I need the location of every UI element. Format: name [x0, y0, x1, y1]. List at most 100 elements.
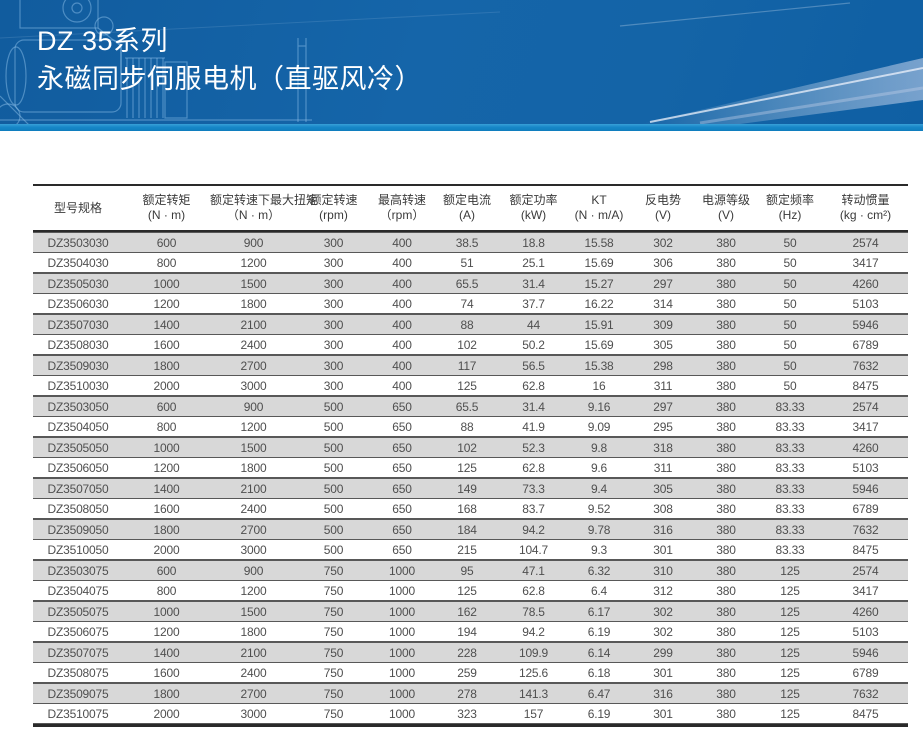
value-cell: 6.4	[567, 581, 631, 601]
value-cell: 4260	[823, 273, 908, 294]
value-cell: 125	[757, 581, 823, 601]
value-cell: 9.78	[567, 519, 631, 540]
value-cell: 2574	[823, 560, 908, 581]
value-cell: 5946	[823, 314, 908, 335]
value-cell: 400	[370, 273, 434, 294]
table-row: DZ3507075 1400 2100 750 1000 228 109.9 6.14 299 3…	[33, 642, 908, 663]
value-cell: 51	[434, 253, 500, 273]
value-cell: 168	[434, 499, 500, 519]
value-cell: 650	[370, 519, 434, 540]
column-header-8: 反电势 (V)	[631, 186, 695, 232]
value-cell: 1400	[123, 478, 210, 499]
value-cell: 380	[695, 396, 757, 417]
value-cell: 300	[297, 232, 370, 253]
spec-table-body: DZ3503030 600 900 300 400 38.5 18.8 15.58 302 380…	[33, 232, 908, 724]
value-cell: 600	[123, 232, 210, 253]
value-cell: 305	[631, 335, 695, 355]
value-cell: 50	[757, 294, 823, 314]
value-cell: 301	[631, 540, 695, 560]
value-cell: 83.7	[500, 499, 567, 519]
column-header-0: 型号规格	[33, 186, 123, 232]
value-cell: 94.2	[500, 519, 567, 540]
value-cell: 1600	[123, 335, 210, 355]
value-cell: 297	[631, 396, 695, 417]
value-cell: 750	[297, 601, 370, 622]
value-cell: 380	[695, 253, 757, 273]
value-cell: 318	[631, 437, 695, 458]
value-cell: 400	[370, 376, 434, 396]
table-row: DZ3506075 1200 1800 750 1000 194 94.2 6.19 302 38…	[33, 622, 908, 642]
table-row: DZ3510075 2000 3000 750 1000 323 157 6.19 301 380…	[33, 704, 908, 724]
value-cell: 2100	[210, 478, 297, 499]
value-cell: 6.17	[567, 601, 631, 622]
value-cell: 18.8	[500, 232, 567, 253]
column-header-9: 电源等级 (V)	[695, 186, 757, 232]
value-cell: 311	[631, 458, 695, 478]
value-cell: 1600	[123, 663, 210, 683]
value-cell: 4260	[823, 437, 908, 458]
value-cell: 297	[631, 273, 695, 294]
value-cell: 750	[297, 581, 370, 601]
value-cell: 109.9	[500, 642, 567, 663]
table-row: DZ3503050 600 900 500 650 65.5 31.4 9.16 297 380 8…	[33, 396, 908, 417]
value-cell: 9.4	[567, 478, 631, 499]
value-cell: 400	[370, 232, 434, 253]
value-cell: 8475	[823, 540, 908, 560]
model-cell: DZ3506030	[33, 294, 123, 314]
value-cell: 2100	[210, 642, 297, 663]
value-cell: 316	[631, 519, 695, 540]
table-row: DZ3509050 1800 2700 500 650 184 94.2 9.78 316 380…	[33, 519, 908, 540]
value-cell: 800	[123, 581, 210, 601]
value-cell: 125.6	[500, 663, 567, 683]
value-cell: 302	[631, 232, 695, 253]
value-cell: 16	[567, 376, 631, 396]
value-cell: 6789	[823, 663, 908, 683]
value-cell: 380	[695, 376, 757, 396]
value-cell: 6789	[823, 335, 908, 355]
value-cell: 1800	[210, 458, 297, 478]
value-cell: 50.2	[500, 335, 567, 355]
value-cell: 50	[757, 232, 823, 253]
value-cell: 380	[695, 314, 757, 335]
value-cell: 184	[434, 519, 500, 540]
value-cell: 500	[297, 519, 370, 540]
model-cell: DZ3508050	[33, 499, 123, 519]
value-cell: 125	[757, 663, 823, 683]
model-cell: DZ3507050	[33, 478, 123, 499]
value-cell: 2700	[210, 683, 297, 704]
value-cell: 380	[695, 601, 757, 622]
value-cell: 157	[500, 704, 567, 724]
model-cell: DZ3506075	[33, 622, 123, 642]
value-cell: 600	[123, 560, 210, 581]
value-cell: 380	[695, 663, 757, 683]
value-cell: 311	[631, 376, 695, 396]
value-cell: 94.2	[500, 622, 567, 642]
column-header-3: 额定转速 (rpm)	[297, 186, 370, 232]
model-cell: DZ3505030	[33, 273, 123, 294]
value-cell: 1000	[123, 601, 210, 622]
value-cell: 302	[631, 601, 695, 622]
value-cell: 50	[757, 376, 823, 396]
table-row: DZ3506050 1200 1800 500 650 125 62.8 9.6 311 380 8…	[33, 458, 908, 478]
value-cell: 380	[695, 704, 757, 724]
value-cell: 104.7	[500, 540, 567, 560]
model-cell: DZ3508030	[33, 335, 123, 355]
page-content: 型号规格 额定转矩 (N · m) 额定转速下最大扭矩 （N · m） 额定转速 (rpm)…	[0, 184, 923, 727]
header-row: 型号规格 额定转矩 (N · m) 额定转速下最大扭矩 （N · m） 额定转速 (rpm)…	[33, 186, 908, 232]
value-cell: 3000	[210, 376, 297, 396]
value-cell: 300	[297, 314, 370, 335]
value-cell: 1800	[210, 622, 297, 642]
value-cell: 6.32	[567, 560, 631, 581]
value-cell: 278	[434, 683, 500, 704]
table-row: DZ3506030 1200 1800 300 400 74 37.7 16.22 314 380…	[33, 294, 908, 314]
value-cell: 750	[297, 622, 370, 642]
value-cell: 25.1	[500, 253, 567, 273]
value-cell: 5103	[823, 458, 908, 478]
value-cell: 380	[695, 683, 757, 704]
value-cell: 102	[434, 335, 500, 355]
motor-spec-table: 型号规格 额定转矩 (N · m) 额定转速下最大扭矩 （N · m） 额定转速 (rpm)…	[33, 184, 908, 727]
value-cell: 15.69	[567, 335, 631, 355]
value-cell: 5946	[823, 478, 908, 499]
value-cell: 95	[434, 560, 500, 581]
value-cell: 125	[434, 581, 500, 601]
